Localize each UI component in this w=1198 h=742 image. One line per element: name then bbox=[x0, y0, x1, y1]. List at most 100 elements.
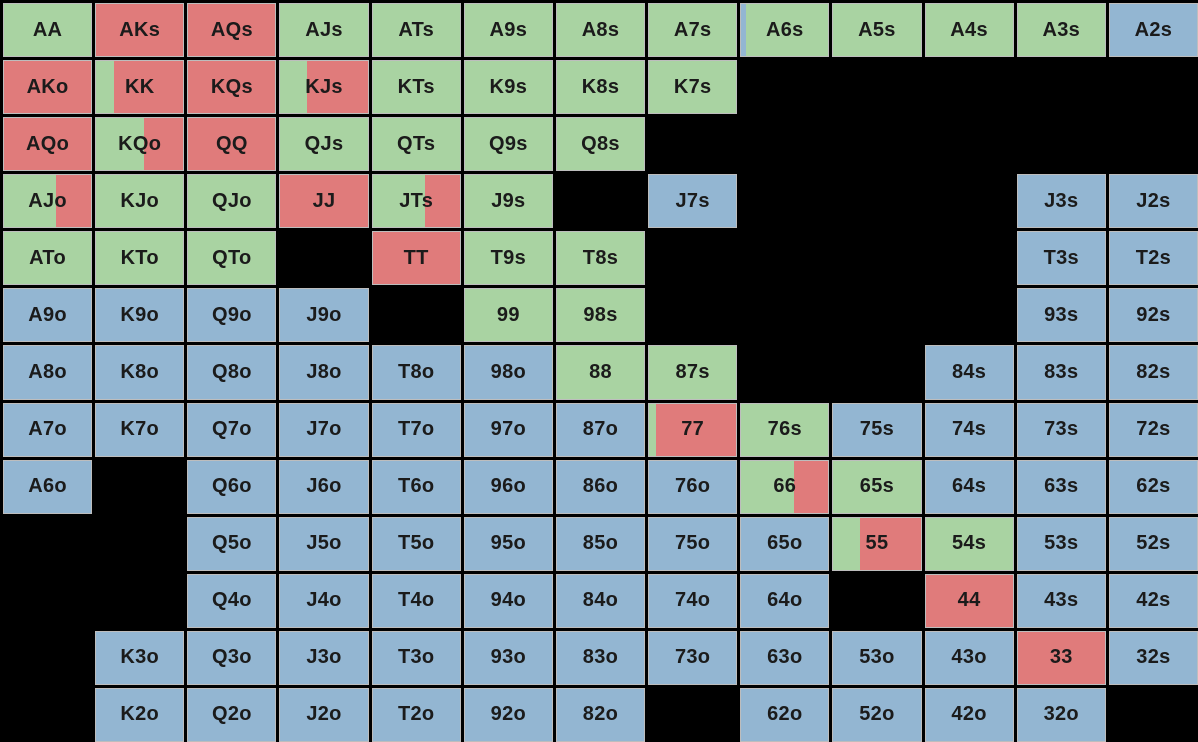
hand-cell-q2o[interactable]: Q2o bbox=[187, 687, 277, 742]
hand-cell-33[interactable]: 33 bbox=[1016, 630, 1106, 685]
hand-cell-kto[interactable]: KTo bbox=[95, 231, 185, 286]
hand-cell-t8o[interactable]: T8o bbox=[371, 345, 461, 400]
hand-cell-ats[interactable]: ATs bbox=[371, 3, 461, 58]
hand-cell-64s[interactable]: 64s bbox=[924, 459, 1014, 514]
hand-cell-44[interactable]: 44 bbox=[924, 573, 1014, 628]
hand-cell-a4s[interactable]: A4s bbox=[924, 3, 1014, 58]
hand-cell-a5s[interactable]: A5s bbox=[832, 3, 922, 58]
hand-cell-j3s[interactable]: J3s bbox=[1016, 174, 1106, 229]
hand-cell-a6s[interactable]: A6s bbox=[740, 3, 830, 58]
hand-cell-q8o[interactable]: Q8o bbox=[187, 345, 277, 400]
hand-cell-75s[interactable]: 75s bbox=[832, 402, 922, 457]
hand-cell-74s[interactable]: 74s bbox=[924, 402, 1014, 457]
hand-cell-99[interactable]: 99 bbox=[463, 288, 553, 343]
hand-cell-ato[interactable]: ATo bbox=[3, 231, 93, 286]
hand-cell-k8s[interactable]: K8s bbox=[555, 60, 646, 115]
hand-cell-k9s[interactable]: K9s bbox=[463, 60, 553, 115]
hand-cell-kjo[interactable]: KJo bbox=[95, 174, 185, 229]
hand-cell-76s[interactable]: 76s bbox=[740, 402, 830, 457]
hand-cell-54s[interactable]: 54s bbox=[924, 516, 1014, 571]
hand-cell-63s[interactable]: 63s bbox=[1016, 459, 1106, 514]
hand-cell-82s[interactable]: 82s bbox=[1108, 345, 1198, 400]
hand-cell-j9s[interactable]: J9s bbox=[463, 174, 553, 229]
hand-cell-aqs[interactable]: AQs bbox=[187, 3, 277, 58]
hand-cell-q5o[interactable]: Q5o bbox=[187, 516, 277, 571]
hand-cell-t9s[interactable]: T9s bbox=[463, 231, 553, 286]
hand-cell-92s[interactable]: 92s bbox=[1108, 288, 1198, 343]
hand-cell-86o[interactable]: 86o bbox=[555, 459, 646, 514]
hand-cell-aa[interactable]: AA bbox=[3, 3, 93, 58]
hand-cell-53o[interactable]: 53o bbox=[832, 630, 922, 685]
hand-cell-aqo[interactable]: AQo bbox=[3, 117, 93, 172]
hand-cell-72s[interactable]: 72s bbox=[1108, 402, 1198, 457]
hand-cell-66[interactable]: 66 bbox=[740, 459, 830, 514]
hand-cell-qjo[interactable]: QJo bbox=[187, 174, 277, 229]
hand-cell-87o[interactable]: 87o bbox=[555, 402, 646, 457]
hand-cell-j8o[interactable]: J8o bbox=[279, 345, 369, 400]
hand-cell-aks[interactable]: AKs bbox=[95, 3, 185, 58]
hand-cell-43s[interactable]: 43s bbox=[1016, 573, 1106, 628]
hand-cell-76o[interactable]: 76o bbox=[648, 459, 738, 514]
hand-cell-62o[interactable]: 62o bbox=[740, 687, 830, 742]
hand-cell-84o[interactable]: 84o bbox=[555, 573, 646, 628]
hand-cell-73s[interactable]: 73s bbox=[1016, 402, 1106, 457]
hand-cell-93o[interactable]: 93o bbox=[463, 630, 553, 685]
hand-cell-j3o[interactable]: J3o bbox=[279, 630, 369, 685]
hand-cell-83o[interactable]: 83o bbox=[555, 630, 646, 685]
hand-cell-52s[interactable]: 52s bbox=[1108, 516, 1198, 571]
hand-cell-63o[interactable]: 63o bbox=[740, 630, 830, 685]
hand-cell-t4o[interactable]: T4o bbox=[371, 573, 461, 628]
hand-cell-jj[interactable]: JJ bbox=[279, 174, 369, 229]
hand-cell-84s[interactable]: 84s bbox=[924, 345, 1014, 400]
hand-cell-93s[interactable]: 93s bbox=[1016, 288, 1106, 343]
hand-cell-j7s[interactable]: J7s bbox=[648, 174, 738, 229]
hand-cell-j7o[interactable]: J7o bbox=[279, 402, 369, 457]
hand-cell-64o[interactable]: 64o bbox=[740, 573, 830, 628]
hand-cell-tt[interactable]: TT bbox=[371, 231, 461, 286]
hand-cell-j5o[interactable]: J5o bbox=[279, 516, 369, 571]
hand-cell-j2s[interactable]: J2s bbox=[1108, 174, 1198, 229]
hand-cell-74o[interactable]: 74o bbox=[648, 573, 738, 628]
hand-cell-a8o[interactable]: A8o bbox=[3, 345, 93, 400]
hand-cell-q4o[interactable]: Q4o bbox=[187, 573, 277, 628]
hand-cell-t2o[interactable]: T2o bbox=[371, 687, 461, 742]
hand-cell-62s[interactable]: 62s bbox=[1108, 459, 1198, 514]
hand-cell-73o[interactable]: 73o bbox=[648, 630, 738, 685]
hand-cell-43o[interactable]: 43o bbox=[924, 630, 1014, 685]
hand-cell-94o[interactable]: 94o bbox=[463, 573, 553, 628]
hand-cell-k8o[interactable]: K8o bbox=[95, 345, 185, 400]
hand-cell-85o[interactable]: 85o bbox=[555, 516, 646, 571]
hand-cell-52o[interactable]: 52o bbox=[832, 687, 922, 742]
hand-cell-96o[interactable]: 96o bbox=[463, 459, 553, 514]
hand-cell-95o[interactable]: 95o bbox=[463, 516, 553, 571]
hand-cell-98o[interactable]: 98o bbox=[463, 345, 553, 400]
hand-cell-82o[interactable]: 82o bbox=[555, 687, 646, 742]
hand-cell-a9o[interactable]: A9o bbox=[3, 288, 93, 343]
hand-cell-88[interactable]: 88 bbox=[555, 345, 646, 400]
hand-cell-j2o[interactable]: J2o bbox=[279, 687, 369, 742]
hand-cell-ako[interactable]: AKo bbox=[3, 60, 93, 115]
hand-cell-32s[interactable]: 32s bbox=[1108, 630, 1198, 685]
hand-cell-q7o[interactable]: Q7o bbox=[187, 402, 277, 457]
hand-cell-q3o[interactable]: Q3o bbox=[187, 630, 277, 685]
hand-cell-ajo[interactable]: AJo bbox=[3, 174, 93, 229]
hand-cell-qq[interactable]: QQ bbox=[187, 117, 277, 172]
hand-cell-a7s[interactable]: A7s bbox=[648, 3, 738, 58]
hand-cell-87s[interactable]: 87s bbox=[648, 345, 738, 400]
hand-cell-t3s[interactable]: T3s bbox=[1016, 231, 1106, 286]
hand-cell-qts[interactable]: QTs bbox=[371, 117, 461, 172]
hand-cell-kts[interactable]: KTs bbox=[371, 60, 461, 115]
hand-cell-j9o[interactable]: J9o bbox=[279, 288, 369, 343]
hand-cell-92o[interactable]: 92o bbox=[463, 687, 553, 742]
hand-cell-k7s[interactable]: K7s bbox=[648, 60, 738, 115]
hand-cell-a6o[interactable]: A6o bbox=[3, 459, 93, 514]
hand-cell-t8s[interactable]: T8s bbox=[555, 231, 646, 286]
hand-cell-j6o[interactable]: J6o bbox=[279, 459, 369, 514]
hand-cell-kk[interactable]: KK bbox=[95, 60, 185, 115]
hand-cell-q9o[interactable]: Q9o bbox=[187, 288, 277, 343]
hand-cell-a7o[interactable]: A7o bbox=[3, 402, 93, 457]
hand-cell-42s[interactable]: 42s bbox=[1108, 573, 1198, 628]
hand-cell-j4o[interactable]: J4o bbox=[279, 573, 369, 628]
hand-cell-k2o[interactable]: K2o bbox=[95, 687, 185, 742]
hand-cell-a9s[interactable]: A9s bbox=[463, 3, 553, 58]
